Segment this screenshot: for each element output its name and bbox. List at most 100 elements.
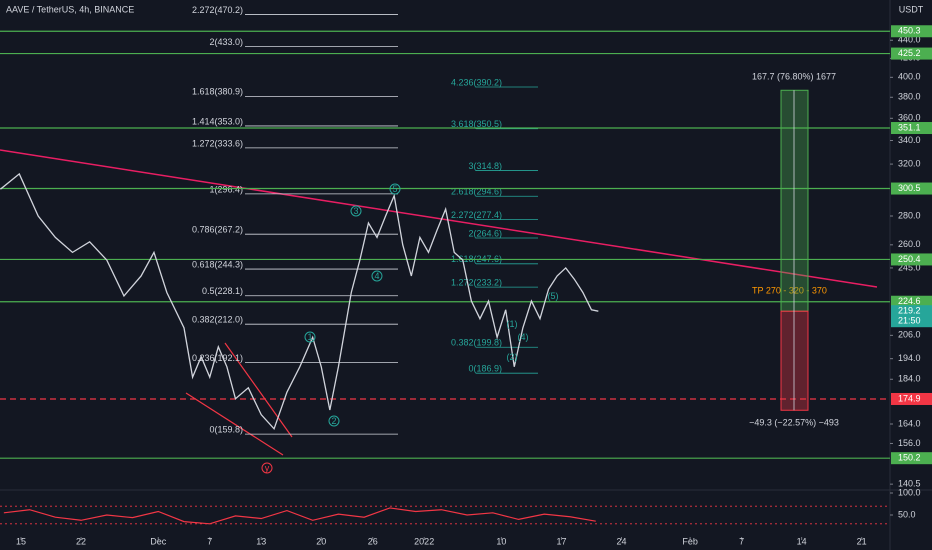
wave-circle <box>304 331 316 343</box>
y-tick-label: 164.0 <box>898 418 921 428</box>
currency: USDT <box>899 4 924 14</box>
trend-line <box>0 149 878 288</box>
fib-label: 0(186.9) <box>468 364 502 374</box>
y-tick-label: 156.0 <box>898 438 921 448</box>
measure-up-label: 167.7 (76.80%) 1677 <box>752 72 836 82</box>
wave-label: y <box>265 463 270 473</box>
wave-circle <box>261 462 273 474</box>
level-tag <box>891 122 932 135</box>
level-tag <box>891 25 932 38</box>
level-label: 300.5 <box>898 183 921 193</box>
wave-label: (1) <box>507 319 518 329</box>
stop-label: 174.9 <box>898 393 921 403</box>
y-tick-label: 380.0 <box>898 92 921 102</box>
fib-label: 2(433.0) <box>209 37 243 47</box>
x-tick-label: Feb <box>682 536 698 546</box>
y-tick-label: 280.0 <box>898 210 921 220</box>
x-tick-label: 7 <box>207 536 212 546</box>
x-tick-label: 10 <box>496 536 506 546</box>
x-tick-label: 2022 <box>414 536 434 546</box>
wave-circle <box>371 270 383 282</box>
measure-down <box>780 310 809 411</box>
fib-label: 0.236(192.1) <box>192 353 243 363</box>
x-tick-label: 17 <box>556 536 566 546</box>
y-tick-label: 320.0 <box>898 158 921 168</box>
stop-tag <box>891 392 932 405</box>
fib-label: 0.5(228.1) <box>202 286 243 296</box>
x-tick-label: 21 <box>857 536 867 546</box>
x-tick-label: 20 <box>316 536 326 546</box>
rsi-line <box>3 507 596 525</box>
wave-label: 2 <box>331 416 336 426</box>
wave-label: (5) <box>548 291 559 301</box>
y-tick-label: 440.0 <box>898 35 921 45</box>
fib-label: 2.272(277.4) <box>451 210 502 220</box>
wave-label: 4 <box>374 271 379 281</box>
fib-label: 4.236(390.2) <box>451 77 502 87</box>
price-line <box>0 172 599 431</box>
fib-label: 1.618(380.9) <box>192 87 243 97</box>
y-tick-label: 260.0 <box>898 239 921 249</box>
y-tick-label: 245.0 <box>898 262 921 272</box>
symbol-title: AAVE / TetherUS, 4h, BINANCE <box>6 4 134 14</box>
rsi-tick-label: 50.0 <box>898 509 916 519</box>
fib-label: 3(314.8) <box>468 161 502 171</box>
measure-up <box>780 89 809 312</box>
x-tick-label: 22 <box>76 536 86 546</box>
x-tick-label: 15 <box>16 536 26 546</box>
y-tick-label: 194.0 <box>898 353 921 363</box>
fib-label: 0.382(199.8) <box>451 338 502 348</box>
fib-label: 1.414(353.0) <box>192 116 243 126</box>
wave-circle <box>328 415 340 427</box>
fib-label: 3.618(350.5) <box>451 119 502 129</box>
wave-label: 3 <box>353 206 358 216</box>
fib-label: 2.272(470.2) <box>192 5 243 15</box>
wave-label: (4) <box>518 332 529 342</box>
y-tick-label: 340.0 <box>898 135 921 145</box>
x-tick-label: 14 <box>797 536 807 546</box>
fib-label: 2.618(294.6) <box>451 187 502 197</box>
fib-label: 0(159.8) <box>209 424 243 434</box>
level-label: 150.2 <box>898 453 921 463</box>
level-tag <box>891 47 932 60</box>
fib-label: 0.786(267.2) <box>192 225 243 235</box>
last-price: 219.2 <box>898 306 921 316</box>
level-label: 450.3 <box>898 26 921 36</box>
level-tag <box>891 452 932 465</box>
x-tick-label: 26 <box>368 536 378 546</box>
wedge-line <box>185 392 284 456</box>
level-tag <box>891 295 932 308</box>
fib-label: 1(296.4) <box>209 184 243 194</box>
fib-label: 2(264.6) <box>468 228 502 238</box>
y-tick-label: 140.5 <box>898 479 921 489</box>
x-tick-label: Dec <box>150 536 167 546</box>
wave-label: 5 <box>392 184 397 194</box>
wave-circle <box>350 205 362 217</box>
x-tick-label: 13 <box>256 536 266 546</box>
y-tick-label: 360.0 <box>898 113 921 123</box>
rsi-tick-label: 100.0 <box>898 487 921 497</box>
level-label: 250.4 <box>898 254 921 264</box>
fib-label: 0.382(212.0) <box>192 315 243 325</box>
fib-label: 1.272(233.2) <box>451 277 502 287</box>
target-note: TP 270 - 320 - 370 <box>752 285 827 295</box>
y-tick-label: 400.0 <box>898 72 921 82</box>
y-tick-label: 206.0 <box>898 330 921 340</box>
y-tick-label: 184.0 <box>898 374 921 384</box>
level-label: 425.2 <box>898 48 921 58</box>
level-label: 351.1 <box>898 122 921 132</box>
fib-label: 1.272(333.6) <box>192 138 243 148</box>
x-tick-label: 24 <box>616 536 626 546</box>
level-tag <box>891 182 932 195</box>
level-tag <box>891 253 932 266</box>
last-price-tag <box>891 305 932 328</box>
measure-down-label: −49.3 (−22.57%) −493 <box>749 418 839 428</box>
x-tick-label: 7 <box>739 536 744 546</box>
wedge-line <box>224 342 293 438</box>
wave-circle <box>389 183 401 195</box>
wave-label: 1 <box>307 332 312 342</box>
fib-label: 0.618(244.3) <box>192 259 243 269</box>
countdown: 21:50 <box>898 316 921 326</box>
wave-label: (2) <box>507 352 518 362</box>
